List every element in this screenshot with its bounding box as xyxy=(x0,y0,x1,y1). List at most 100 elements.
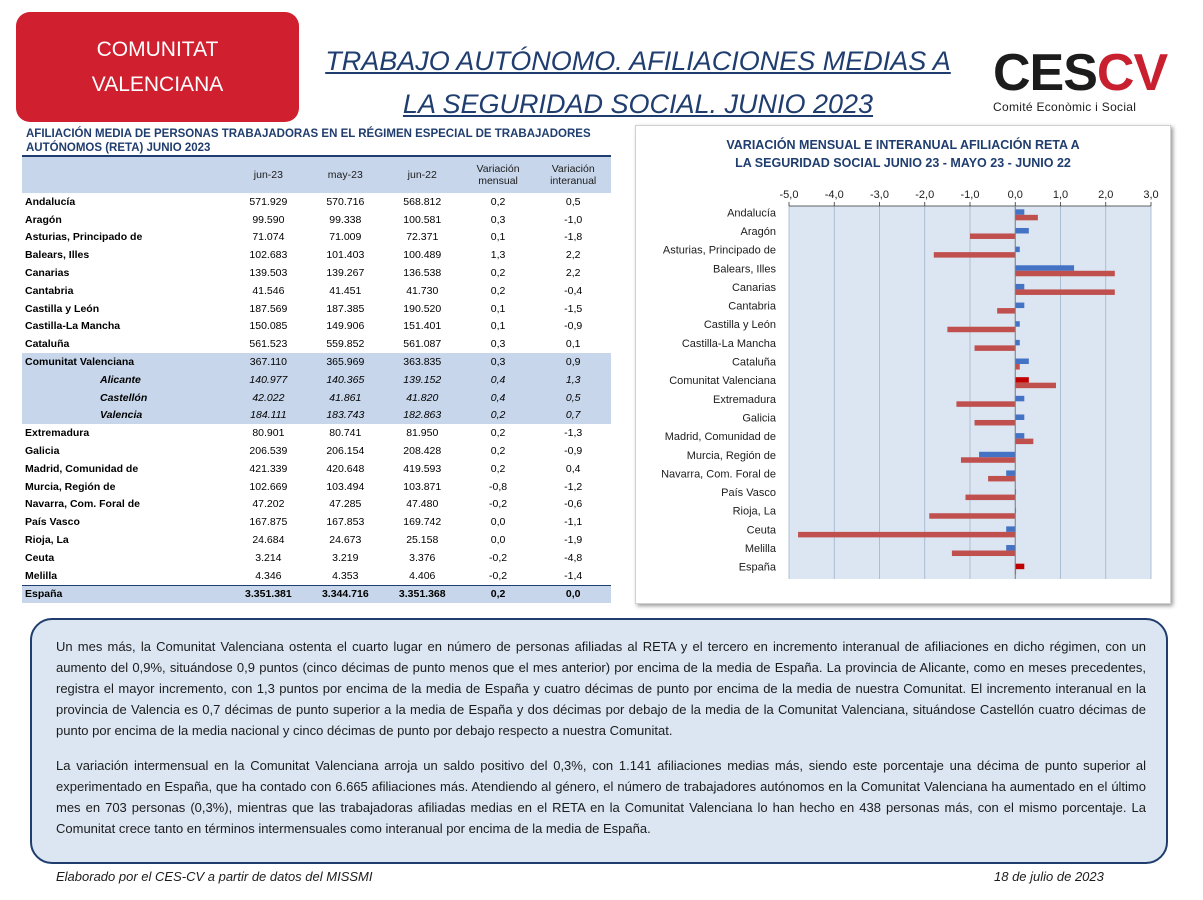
bar-variacion-mensual xyxy=(1015,414,1025,420)
cell-jun22: 47.480 xyxy=(406,498,439,511)
cell-jun23: 47.202 xyxy=(252,498,285,511)
bar-variacion-mensual xyxy=(1015,302,1025,309)
bar-variacion-mensual xyxy=(1015,265,1075,271)
commentary-paragraph-1: Un mes más, la Comunitat Valenciana oste… xyxy=(56,639,1146,738)
bar-variacion-mensual xyxy=(1015,283,1025,290)
cell-may23: 167.853 xyxy=(326,516,365,529)
bar-variacion-interanual xyxy=(1015,214,1038,221)
bar-variacion-interanual xyxy=(947,326,1016,333)
cell-var-interanual: -1,0 xyxy=(564,213,583,226)
cell-var-interanual: -1,8 xyxy=(564,231,583,244)
cell-var-mensual: -0,8 xyxy=(489,480,508,493)
cell-var-interanual: -0,6 xyxy=(564,498,583,511)
bar-variacion-interanual xyxy=(1015,438,1034,445)
bar-variacion-mensual xyxy=(1015,339,1020,346)
cell-jun22: 182.863 xyxy=(383,406,461,425)
cell-may23: 365.969 xyxy=(306,353,384,371)
cell-var-interanual: 0,1 xyxy=(565,338,581,351)
cell-jun23: 206.539 xyxy=(249,445,288,458)
table-row: Andalucía 571.929 570.716 568.812 0,2 0,5 xyxy=(22,193,611,211)
bar-variacion-interanual xyxy=(1015,382,1056,389)
category-label: Andalucía xyxy=(727,207,777,219)
region-line-1: COMUNITAT xyxy=(96,38,219,61)
bar-variacion-interanual xyxy=(965,494,1016,501)
header-jun22: jun-22 xyxy=(383,157,461,193)
cell-var-mensual: -0,2 xyxy=(489,569,508,582)
category-label: España xyxy=(739,562,777,574)
cell-may23: 103.494 xyxy=(326,480,365,493)
cell-var-interanual: -1,5 xyxy=(564,302,583,315)
bar-variacion-interanual xyxy=(929,513,1016,519)
footer-date: 18 de julio de 2023 xyxy=(994,869,1104,884)
bar-variacion-mensual xyxy=(1015,433,1025,439)
bar-variacion-mensual xyxy=(1015,209,1025,215)
category-label: Canarias xyxy=(732,282,777,294)
commentary-paragraph-2: La variación intermensual en la Comunita… xyxy=(56,758,1146,836)
category-label: Cataluña xyxy=(732,357,777,369)
row-name: Alicante xyxy=(22,370,230,389)
cell-jun23: 42.022 xyxy=(229,388,307,407)
bar-variacion-mensual xyxy=(1015,563,1025,570)
cell-may23: 187.385 xyxy=(326,302,365,315)
cell-var-interanual: 2,2 xyxy=(565,267,581,280)
cell-jun22: 169.742 xyxy=(403,516,442,529)
footer-source: Elaborado por el CES-CV a partir de dato… xyxy=(56,869,373,884)
row-name: España xyxy=(22,584,230,604)
row-name: Balears, Illes xyxy=(25,249,90,262)
category-label: Ceuta xyxy=(747,524,777,536)
bar-variacion-interanual xyxy=(970,233,1016,239)
cell-var-mensual: 0,1 xyxy=(490,231,506,244)
bar-variacion-interanual xyxy=(997,308,1016,314)
bar-variacion-interanual xyxy=(1015,289,1115,295)
page-title-line-2: LA SEGURIDAD SOCIAL. JUNIO 2023 xyxy=(402,89,874,119)
category-label: Madrid, Comunidad de xyxy=(665,431,776,443)
cell-var-mensual: 0,4 xyxy=(460,370,536,389)
table-row: Madrid, Comunidad de 421.339 420.648 419.59… xyxy=(22,460,611,478)
x-tick-label: -2,0 xyxy=(915,189,934,201)
cell-var-mensual: 0,0 xyxy=(490,516,506,529)
category-label: Murcia, Región de xyxy=(687,450,776,462)
table-row: Comunitat Valenciana 367.110 365.969 363.83… xyxy=(22,353,611,371)
cell-may23: 99.338 xyxy=(329,213,362,226)
table-row: Cataluña 561.523 559.852 561.087 0,3 0,1 xyxy=(22,335,611,353)
category-label: Melilla xyxy=(745,543,777,555)
row-name: Castellón xyxy=(22,388,230,407)
cell-may23: 24.673 xyxy=(329,534,362,547)
table-row: Valencia 184.111 183.743 182.863 0,2 0,7 xyxy=(22,406,611,425)
bar-variacion-mensual xyxy=(1006,526,1016,532)
cell-var-mensual: 0,4 xyxy=(460,388,536,407)
row-name: Cataluña xyxy=(25,338,70,351)
cell-jun22: 190.520 xyxy=(403,302,442,315)
cell-var-mensual: 0,2 xyxy=(490,462,506,475)
cell-jun22: 81.950 xyxy=(406,427,439,440)
cell-var-interanual: -0,4 xyxy=(564,284,583,297)
cell-jun23: 41.546 xyxy=(252,284,285,297)
cell-jun22: 3.351.368 xyxy=(383,584,461,604)
cell-var-interanual: 0,7 xyxy=(535,406,611,425)
cell-may23: 559.852 xyxy=(326,338,365,351)
bar-variacion-interanual xyxy=(951,550,1016,557)
row-name: País Vasco xyxy=(25,516,80,529)
cell-jun22: 136.538 xyxy=(403,267,442,280)
row-name: Asturias, Principado de xyxy=(25,231,143,244)
category-label: Galicia xyxy=(742,412,777,424)
table-row: Murcia, Región de 102.669 103.494 103.871 -0… xyxy=(22,478,611,496)
header-var-mensual: Variación mensual xyxy=(460,157,536,193)
cell-jun22: 4.406 xyxy=(409,569,436,582)
row-name: Galicia xyxy=(25,445,60,458)
bar-variacion-interanual xyxy=(798,531,1016,538)
cell-var-interanual: -1,9 xyxy=(564,534,583,547)
cell-may23: 41.861 xyxy=(306,388,384,407)
commentary-box: Un mes más, la Comunitat Valenciana oste… xyxy=(30,618,1168,864)
row-name: Aragón xyxy=(25,213,62,226)
row-name: Madrid, Comunidad de xyxy=(25,462,139,475)
logo-cv: CV xyxy=(1096,44,1168,102)
cell-var-mensual: 0,3 xyxy=(460,353,536,371)
table-row: España 3.351.381 3.344.716 3.351.368 0,2 0,0 xyxy=(22,584,611,604)
cell-jun23: 187.569 xyxy=(249,302,288,315)
cell-var-interanual: -1,4 xyxy=(564,569,583,582)
bar-variacion-interanual xyxy=(974,419,1016,426)
cell-var-mensual: 0,1 xyxy=(490,302,506,315)
category-label: Asturias, Principado de xyxy=(663,245,776,257)
category-label: Balears, Illes xyxy=(713,263,776,275)
